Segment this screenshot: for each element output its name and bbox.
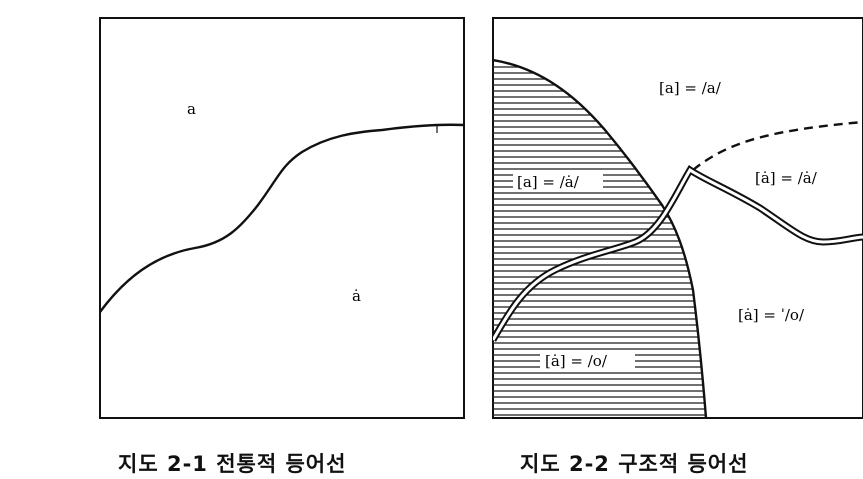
map-2-2-label-top-right: [a] = /a/ — [659, 79, 722, 97]
map-2-2-hatched-region — [493, 60, 706, 418]
map-2-1-isogloss-line — [99, 123, 465, 313]
map-2-2-label-bottom-left: [ȧ] = /o/ — [545, 352, 608, 370]
map-2-2-solid-boundary — [493, 58, 708, 418]
map-2-2-label-left-bg — [513, 170, 603, 192]
map-2-1-caption: 지도 2-1 전통적 등어선 — [118, 452, 347, 476]
map-2-2-label-left-hatched: [a] = /ȧ/ — [517, 173, 580, 191]
map-2-1: a ȧ — [99, 17, 465, 419]
map-2-2-caption: 지도 2-2 구조적 등어선 — [520, 452, 749, 476]
map-2-1-label-lower: ȧ — [352, 287, 361, 305]
map-2-2: [a] = /a/ [a] = /ȧ/ [ȧ] = /ȧ/ [ȧ] = /o/ … — [492, 17, 863, 419]
map-2-1-frame — [99, 17, 465, 419]
map-2-2-double-isogloss-inner — [493, 167, 863, 341]
map-2-1-label-upper: a — [187, 100, 196, 118]
map-2-2-dashed-isogloss — [692, 120, 863, 171]
map-2-2-label-bottom-right: [ȧ] = ˈ/o/ — [738, 306, 805, 324]
map-2-2-label-right-middle: [ȧ] = /ȧ/ — [755, 169, 818, 187]
map-2-2-label-bottom-left-bg — [540, 350, 635, 372]
